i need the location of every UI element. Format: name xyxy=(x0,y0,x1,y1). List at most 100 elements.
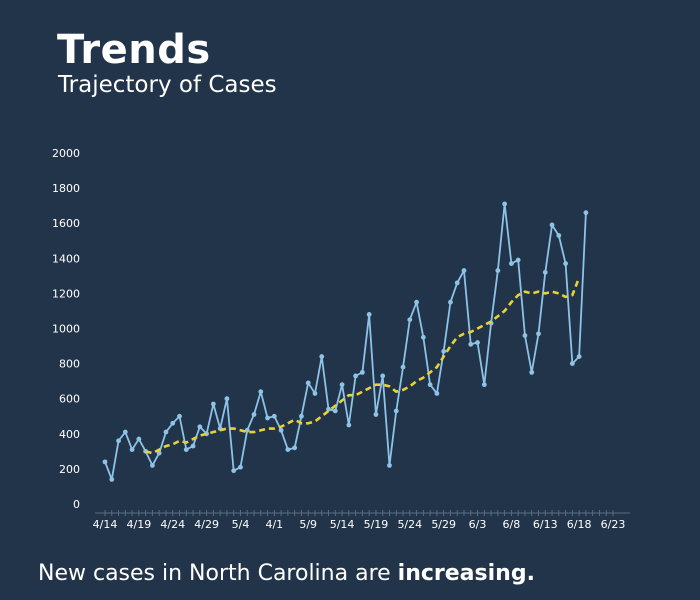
daily-cases-point xyxy=(332,408,338,414)
daily-cases-point xyxy=(515,257,521,263)
footer-text: New cases in North Carolina are xyxy=(38,561,398,586)
x-tick-label: 5/29 xyxy=(431,518,456,531)
daily-cases-point xyxy=(150,462,155,468)
daily-cases-point xyxy=(448,299,453,305)
x-tick-label: 6/8 xyxy=(503,518,521,531)
x-tick-label: 4/14 xyxy=(93,518,118,531)
daily-cases-point xyxy=(292,445,298,451)
x-tick-label: 5/24 xyxy=(397,518,422,531)
footer-caption: New cases in North Carolina are increasi… xyxy=(38,563,535,585)
daily-cases-point xyxy=(197,424,203,430)
series-layer xyxy=(102,201,589,482)
daily-cases-point xyxy=(177,413,182,419)
daily-cases-point xyxy=(346,422,352,428)
y-tick-label: 1800 xyxy=(52,182,80,195)
daily-cases-point xyxy=(299,413,304,419)
daily-cases-point xyxy=(509,261,514,266)
daily-cases-point xyxy=(312,391,318,396)
daily-cases-point xyxy=(285,447,291,452)
daily-cases-point xyxy=(434,391,440,396)
x-tick-label: 6/23 xyxy=(601,518,626,531)
daily-cases-point xyxy=(319,354,325,359)
daily-cases-point xyxy=(549,222,555,228)
chart-subtitle: Trajectory of Cases xyxy=(58,72,277,98)
daily-cases-point xyxy=(468,341,474,347)
daily-cases-point xyxy=(522,333,528,338)
daily-cases-point xyxy=(576,354,582,359)
daily-cases-point xyxy=(529,369,535,375)
y-tick-label: 1400 xyxy=(52,252,80,265)
daily-cases-point xyxy=(569,361,575,366)
daily-cases-point xyxy=(481,382,487,388)
x-tick-label: 4/29 xyxy=(194,518,219,531)
x-tick-label: 5/4 xyxy=(232,518,250,531)
daily-cases-point xyxy=(339,382,345,388)
daily-cases-point xyxy=(556,233,562,238)
y-tick-label: 1200 xyxy=(52,287,80,300)
daily-cases-point xyxy=(238,464,243,470)
daily-cases-point xyxy=(156,450,162,456)
daily-cases-point xyxy=(373,412,379,417)
daily-cases-point xyxy=(271,413,277,419)
daily-cases-point xyxy=(387,462,392,468)
daily-cases-point xyxy=(353,373,359,379)
y-tick-label: 400 xyxy=(59,428,80,441)
chart-title: Trends xyxy=(57,27,211,73)
daily-cases-point xyxy=(536,331,541,337)
daily-cases-point xyxy=(502,201,508,207)
x-tick-label: 5/19 xyxy=(364,518,389,531)
daily-cases-point xyxy=(380,373,386,379)
daily-cases-point xyxy=(454,280,460,286)
y-tick-label: 1600 xyxy=(52,217,80,230)
daily-cases-point xyxy=(461,268,467,273)
daily-cases-point xyxy=(265,415,270,421)
x-tick-label: 6/3 xyxy=(469,518,487,531)
y-tick-label: 1000 xyxy=(52,323,80,336)
daily-cases-point xyxy=(224,396,230,402)
daily-cases-point xyxy=(359,369,365,375)
daily-cases-point xyxy=(414,299,419,305)
x-tick-label: 5/9 xyxy=(299,518,317,531)
y-tick-label: 0 xyxy=(73,498,80,511)
daily-cases-point xyxy=(407,317,413,323)
daily-cases-point xyxy=(542,269,548,275)
daily-cases-point xyxy=(563,261,568,266)
daily-cases-point xyxy=(427,382,433,388)
daily-cases-point xyxy=(102,459,108,465)
daily-cases-point xyxy=(278,427,284,433)
daily-cases-point xyxy=(122,429,128,435)
daily-cases-point xyxy=(420,334,426,340)
daily-cases-point xyxy=(116,438,121,444)
x-tick-label: 6/18 xyxy=(567,518,592,531)
daily-cases-line xyxy=(104,202,587,481)
daily-cases-point xyxy=(251,412,257,417)
daily-cases-point xyxy=(393,408,399,414)
footer-emphasis: increasing. xyxy=(397,561,535,586)
daily-cases-point xyxy=(109,477,115,482)
daily-cases-point xyxy=(136,436,142,442)
daily-cases-point xyxy=(210,401,216,407)
daily-cases-point xyxy=(305,380,311,386)
x-tick-label: 4/24 xyxy=(160,518,185,531)
daily-cases-point xyxy=(583,210,589,216)
daily-cases-point xyxy=(400,364,406,370)
daily-cases-point xyxy=(129,447,135,452)
x-tick-label: 6/13 xyxy=(533,518,558,531)
daily-cases-point xyxy=(441,348,447,354)
daily-cases-point xyxy=(475,340,480,345)
y-tick-label: 800 xyxy=(59,358,80,371)
y-tick-label: 600 xyxy=(59,393,80,406)
daily-cases-point xyxy=(231,468,237,474)
x-tick-label: 5/14 xyxy=(330,518,355,531)
daily-cases-point xyxy=(495,268,501,273)
x-tick-label: 4/19 xyxy=(127,518,152,531)
daily-cases-point xyxy=(258,389,264,395)
daily-cases-point xyxy=(244,427,250,433)
x-axis: 4/14 4/19 4/24 4/29 5/4 4/1 5/9 5/14 5/19 5/24 5/2… xyxy=(93,510,630,531)
y-tick-label: 2000 xyxy=(52,147,80,160)
daily-cases-point xyxy=(170,420,176,426)
daily-cases-point xyxy=(366,312,372,317)
daily-cases-point xyxy=(190,443,196,449)
daily-cases-point xyxy=(183,447,189,452)
